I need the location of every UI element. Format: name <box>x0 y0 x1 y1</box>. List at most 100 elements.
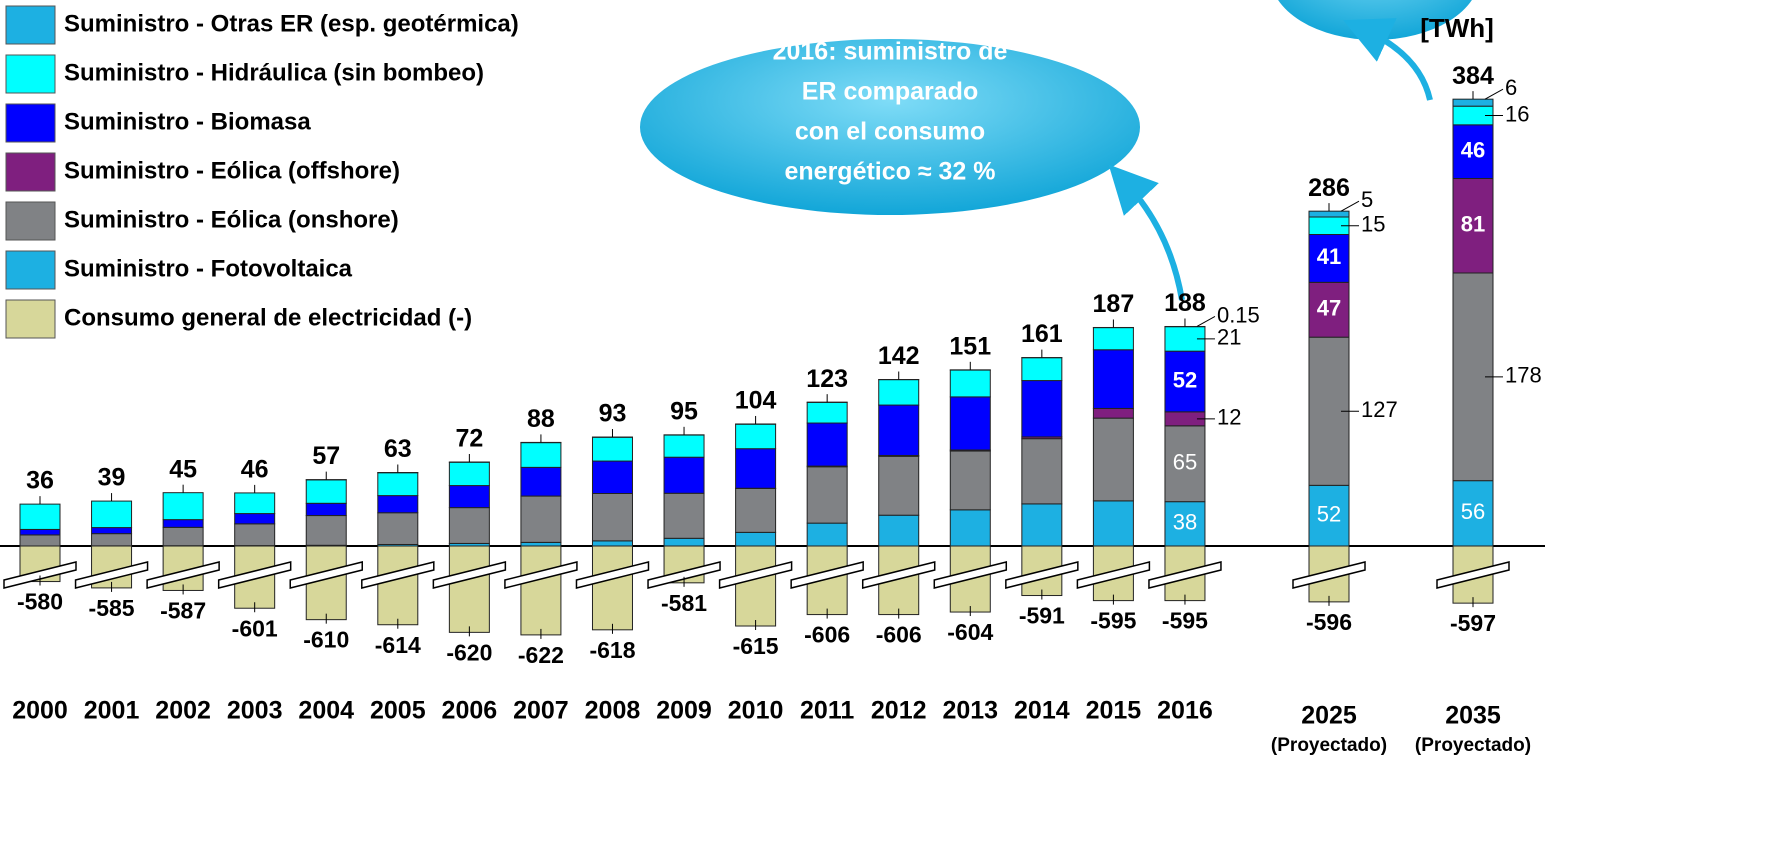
value-label: 38 <box>1173 510 1197 535</box>
value-label: 127 <box>1361 397 1398 422</box>
bar-segment <box>735 448 777 489</box>
axis-break <box>1292 561 1366 589</box>
x-tick-label: 2003 <box>227 697 283 725</box>
bar-segment <box>377 495 419 514</box>
bar-segment <box>1452 178 1494 274</box>
consumption-label: -595 <box>1162 608 1208 634</box>
bar-segment <box>19 534 61 547</box>
total-label: 57 <box>312 442 340 470</box>
bar-segment <box>806 522 848 547</box>
consumption-bar <box>735 545 777 627</box>
legend-label: Suministro - Eólica (onshore) <box>64 206 399 233</box>
x-tick-label: 2025 <box>1301 702 1357 730</box>
total-label: 36 <box>26 467 54 495</box>
bar-segment <box>377 472 419 497</box>
total-label: 104 <box>735 387 777 415</box>
bar-segment <box>234 492 276 515</box>
bar-segment <box>1164 326 1206 352</box>
axis-break <box>289 561 363 589</box>
bar-segment <box>305 515 347 546</box>
callout-text: con el consumo <box>795 118 985 146</box>
consumption-bar <box>448 545 490 633</box>
bar-segment <box>91 500 133 529</box>
axis-break <box>361 561 435 589</box>
total-label: 46 <box>241 456 269 484</box>
bar-segment <box>91 533 133 547</box>
bar-segment <box>1308 234 1350 283</box>
value-label: 56 <box>1461 499 1485 524</box>
bar-segment <box>1452 124 1494 180</box>
bar-segment <box>1092 349 1134 409</box>
consumption-label: -614 <box>375 632 421 658</box>
bar-segment <box>448 461 490 487</box>
consumption-bar <box>591 545 633 631</box>
projection-note: (Proyectado) <box>1415 735 1531 756</box>
bar-segment <box>1021 503 1063 547</box>
total-label: 187 <box>1093 290 1135 318</box>
axis-break <box>933 561 1008 589</box>
bar-segment <box>591 460 633 495</box>
value-label: 16 <box>1505 101 1529 126</box>
projection-note: (Proyectado) <box>1271 735 1387 756</box>
consumption-label: -606 <box>876 622 922 648</box>
x-tick-label: 2008 <box>585 697 641 725</box>
legend-label: Suministro - Hidráulica (sin bombeo) <box>64 59 484 86</box>
bar-segment <box>591 540 633 547</box>
x-tick-label: 2012 <box>871 697 927 725</box>
axis-break <box>790 561 864 589</box>
bar-segment <box>1021 357 1063 382</box>
bar-segment <box>305 479 347 504</box>
bar-segment <box>949 396 991 451</box>
consumption-label: -580 <box>17 589 63 615</box>
axis-break <box>1005 561 1079 589</box>
total-label: 72 <box>455 425 483 453</box>
value-label: 47 <box>1317 296 1341 321</box>
bar-segment <box>806 422 848 467</box>
consumption-label: -618 <box>589 637 635 663</box>
bar-segment <box>1021 380 1063 438</box>
axis-break <box>1076 561 1151 589</box>
bar-segment <box>305 502 347 517</box>
bar-segment <box>1452 98 1494 107</box>
callout-text: 2016: suministro de <box>773 38 1008 66</box>
bar-segment <box>735 531 777 547</box>
consumption-label: -615 <box>733 633 779 659</box>
x-tick-label: 2014 <box>1014 697 1070 725</box>
x-tick-label: 2006 <box>442 697 498 725</box>
legend-label: Suministro - Fotovoltaica <box>64 255 353 282</box>
callout-arrow <box>1108 164 1185 301</box>
bar-segment <box>663 456 705 494</box>
total-label: 286 <box>1308 174 1350 202</box>
bar-segment <box>19 503 61 530</box>
leader-line <box>1484 88 1504 100</box>
bar-segment <box>663 537 705 547</box>
value-label: 41 <box>1317 244 1341 269</box>
legend-swatch <box>5 5 56 45</box>
value-label: 65 <box>1173 450 1197 475</box>
consumption-label: -622 <box>518 642 564 668</box>
bar-segment <box>1092 500 1134 547</box>
x-tick-label: 2013 <box>942 697 998 725</box>
total-label: 161 <box>1021 320 1063 348</box>
bar-segment <box>663 492 705 539</box>
bar-segment <box>806 466 848 524</box>
bar-segment <box>1092 417 1134 502</box>
bar-segment <box>448 507 490 544</box>
total-label: 93 <box>599 400 627 428</box>
legend-swatch <box>5 152 56 192</box>
value-label: 52 <box>1173 367 1197 392</box>
bar-segment <box>663 434 705 458</box>
value-label: 178 <box>1505 363 1542 388</box>
consumption-label: -620 <box>446 639 492 665</box>
bar-segment <box>735 487 777 533</box>
x-tick-label: 2001 <box>84 697 140 725</box>
total-label: 88 <box>527 405 555 433</box>
legend-swatch <box>5 103 56 143</box>
bar-segment <box>878 379 920 406</box>
bar-segment <box>1164 501 1206 547</box>
legend-label: Suministro - Otras ER (esp. geotérmica) <box>64 10 519 37</box>
x-tick-label: 2010 <box>728 697 784 725</box>
value-label: 52 <box>1317 501 1341 526</box>
bar-segment <box>1308 484 1350 547</box>
value-label: 15 <box>1361 212 1385 237</box>
